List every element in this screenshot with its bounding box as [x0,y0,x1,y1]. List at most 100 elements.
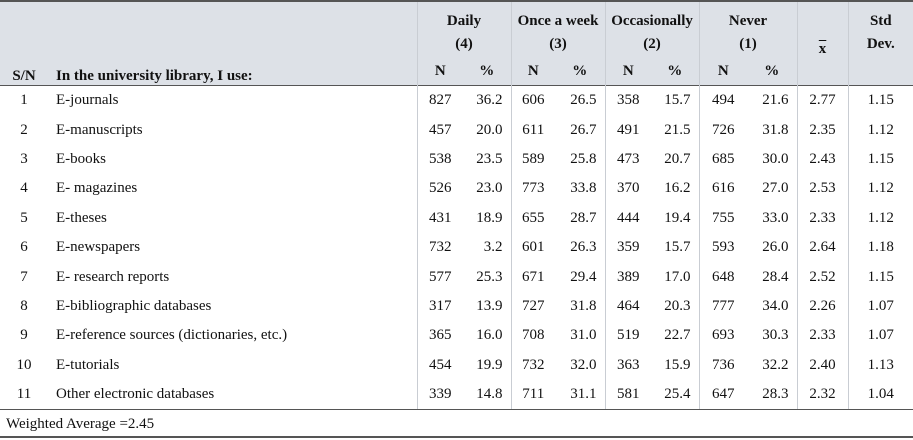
cell-std-dev: 1.18 [847,232,913,263]
cell-occasionally-pct: 15.7 [664,239,691,256]
cell-std-dev: 1.13 [847,350,913,380]
survey-table: S/N In the university library, I use: Da… [0,1,913,410]
cell-never-n: 777 [698,291,748,322]
cell-daily-n: 538 [416,144,463,175]
table-row: 1 E-journals 827 36.2 606 26.5 358 15.7 494 21.6 2… [0,85,913,116]
header-sn: S/N [0,1,48,86]
cell-mean: 2.33 [796,203,849,233]
cell-mean: 2.35 [796,115,849,145]
table-header: S/N In the university library, I use: Da… [0,1,913,86]
cell-daily-n: 454 [416,350,463,380]
cell-weekly-pct: 26.3 [570,239,597,256]
header-std-line2: Dev. [847,30,913,58]
cell-never-pct: 30.0 [762,150,789,167]
header-pct: % [747,58,798,86]
cell-weekly-n: 655 [510,203,556,233]
cell-sn: 3 [20,150,28,167]
cell-weekly-n: 671 [510,262,556,292]
table-body: 1 E-journals 827 36.2 606 26.5 358 15.7 494 21.6 2… [0,85,913,410]
header-occasionally-code: (2) [604,30,700,58]
header-once-a-week-code: (3) [510,30,606,58]
cell-weekly-n: 773 [510,174,556,204]
cell-never-pct: 27.0 [762,180,789,197]
header-mean-blank [796,58,849,86]
cell-item: E-books [56,150,106,167]
cell-never-n: 755 [698,203,748,233]
cell-weekly-pct: 31.0 [570,327,597,344]
header-item: In the university library, I use: [48,1,417,86]
cell-occasionally-pct: 22.7 [664,327,691,344]
cell-weekly-pct: 26.5 [570,92,597,109]
cell-never-n: 494 [698,85,748,116]
cell-std-dev: 1.12 [847,115,913,145]
cell-std-dev: 1.07 [847,291,913,322]
cell-never-n: 593 [698,232,748,263]
cell-never-pct: 32.2 [762,356,789,373]
cell-occasionally-pct: 15.9 [664,356,691,373]
cell-weekly-pct: 25.8 [570,150,597,167]
cell-std-dev: 1.04 [847,379,913,410]
cell-sn: 5 [20,209,28,226]
cell-daily-n: 732 [416,232,463,263]
cell-std-dev: 1.15 [847,144,913,175]
cell-daily-n: 457 [416,115,463,145]
cell-sn: 10 [16,356,32,373]
cell-item: E- magazines [56,180,138,197]
cell-occasionally-pct: 25.4 [664,386,691,403]
cell-daily-pct: 18.9 [476,209,503,226]
cell-item: E-journals [56,92,119,109]
cell-daily-pct: 13.9 [476,297,503,314]
table-row: 8 E-bibliographic databases 317 13.9 727 31.8… [0,291,913,322]
cell-weekly-pct: 31.8 [570,297,597,314]
cell-never-pct: 31.8 [762,121,789,138]
cell-sn: 4 [20,180,28,197]
table-row: 5 E-theses 431 18.9 655 28.7 444 19.4 755 33.0 2.3… [0,203,913,233]
cell-std-dev: 1.15 [847,85,913,116]
table-row: 6 E-newspapers 732 3.2 601 26.3 359 15.7 593 26.0… [0,232,913,263]
cell-never-pct: 30.3 [762,327,789,344]
cell-weekly-n: 601 [510,232,556,263]
cell-occasionally-n: 491 [604,115,652,145]
table-row: 11 Other electronic databases 339 14.8 711 31… [0,379,913,410]
cell-daily-pct: 25.3 [476,268,503,285]
cell-mean: 2.33 [796,321,849,351]
cell-weekly-pct: 26.7 [570,121,597,138]
cell-item: E-tutorials [56,356,120,373]
cell-daily-pct: 3.2 [483,239,503,256]
header-once-a-week: Once a week [510,1,606,30]
cell-occasionally-pct: 20.7 [664,150,691,167]
cell-sn: 1 [20,92,28,109]
cell-never-pct: 34.0 [762,297,789,314]
cell-daily-pct: 14.8 [476,386,503,403]
cell-std-dev: 1.07 [847,321,913,351]
cell-daily-n: 339 [416,379,463,410]
cell-weekly-n: 611 [510,115,556,145]
header-n: N [604,58,652,86]
cell-item: E-newspapers [56,239,141,256]
cell-occasionally-pct: 15.7 [664,92,691,109]
cell-mean: 2.43 [796,144,849,175]
cell-daily-n: 526 [416,174,463,204]
cell-item: E- research reports [56,268,170,285]
header-std-line1: Std [847,1,913,30]
cell-weekly-n: 732 [510,350,556,380]
cell-daily-pct: 19.9 [476,356,503,373]
table-row: 2 E-manuscripts 457 20.0 611 26.7 491 21.5 726 31… [0,115,913,145]
cell-never-n: 685 [698,144,748,175]
cell-daily-n: 365 [416,321,463,351]
cell-mean: 2.77 [796,85,849,116]
cell-daily-n: 317 [416,291,463,322]
cell-occasionally-n: 519 [604,321,652,351]
cell-sn: 2 [20,121,28,138]
cell-never-n: 736 [698,350,748,380]
cell-weekly-pct: 29.4 [570,268,597,285]
table-row: 9 E-reference sources (dictionaries, etc.… [0,321,913,351]
header-n: N [416,58,463,86]
table-row: 4 E- magazines 526 23.0 773 33.8 370 16.2 616 27.… [0,174,913,204]
header-pct: % [651,58,700,86]
mean-symbol: x [818,41,827,57]
cell-never-n: 648 [698,262,748,292]
cell-weekly-pct: 31.1 [570,386,597,403]
cell-occasionally-n: 444 [604,203,652,233]
cell-sn: 11 [16,386,32,403]
